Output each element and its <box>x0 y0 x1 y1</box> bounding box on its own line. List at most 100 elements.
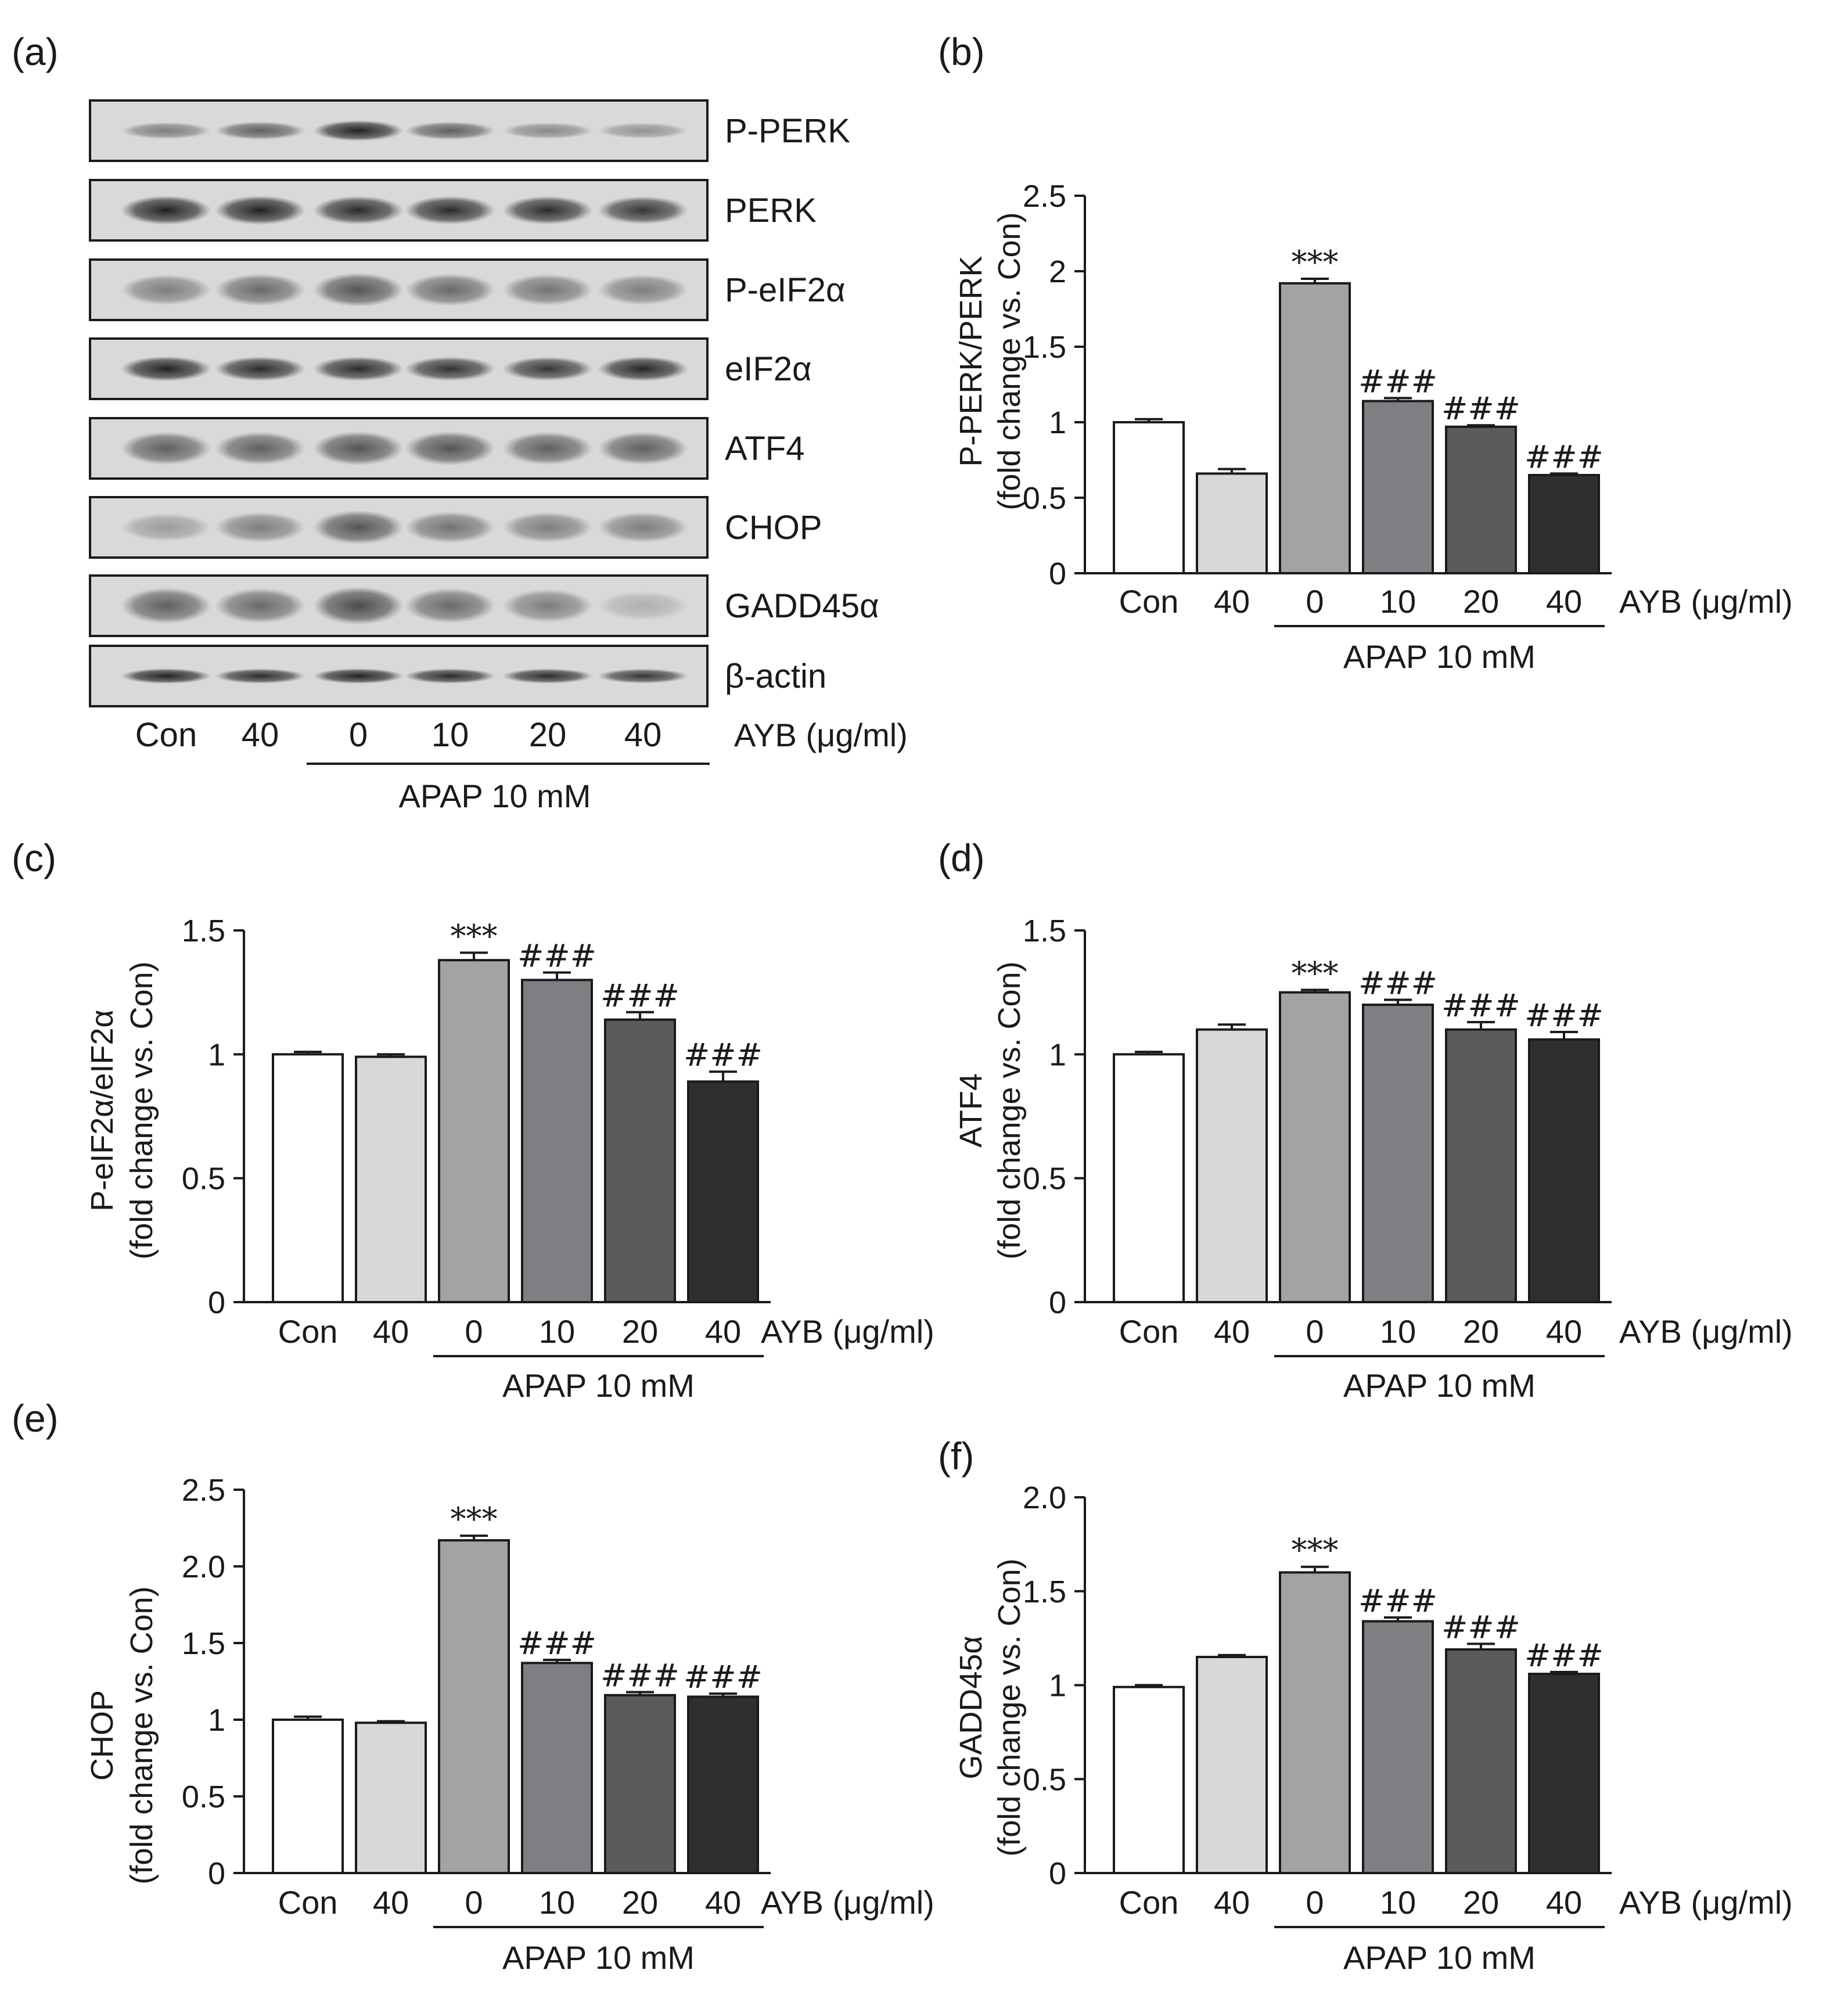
blot-band <box>313 510 404 545</box>
panel-b-ylabel-1: P-PERK/PERK <box>954 256 988 466</box>
y-tick-label: 1 <box>208 1703 225 1738</box>
panel-f-ylabel-1: GADD45α <box>954 1635 988 1779</box>
bar <box>1362 1004 1434 1303</box>
panel-e-ylabel-2: (fold change vs. Con) <box>124 1586 159 1884</box>
blot-band <box>215 512 305 543</box>
lane-label: 20 <box>529 716 567 754</box>
x-category-label: 40 <box>705 1313 741 1350</box>
blot-band <box>502 589 593 623</box>
y-tick-label: 0 <box>1049 556 1066 591</box>
x-category-label: 20 <box>1463 1884 1499 1921</box>
panel-d-letter: (d) <box>938 836 985 879</box>
y-tick-label: 1.5 <box>182 1626 225 1661</box>
x-category-label: 0 <box>465 1313 483 1350</box>
x-unit-label: AYB (μg/ml) <box>1619 1313 1793 1350</box>
y-tick-label: 1.5 <box>182 914 225 948</box>
panel-c-ylabel-2: (fold change vs. Con) <box>124 961 159 1259</box>
blot-band <box>313 668 404 684</box>
panel-a-western-blot: (a) P-PERK PERK P-eIF2α eIF2α ATF4 CHOP GADD45… <box>12 30 908 814</box>
bar <box>604 1694 676 1874</box>
x-category-label: 20 <box>622 1313 658 1350</box>
bar <box>355 1055 427 1303</box>
bar <box>438 1539 510 1875</box>
significance-label: ### <box>1525 438 1603 475</box>
significance-label: ### <box>684 1659 763 1695</box>
x-category-label: 0 <box>1306 1884 1324 1921</box>
blot-band <box>598 668 688 684</box>
treatment-label: APAP 10 mM <box>1343 1939 1536 1976</box>
panel-a-unit-label: AYB (μg/ml) <box>734 717 908 753</box>
x-category-label: Con <box>278 1884 338 1921</box>
bar <box>1113 1685 1185 1875</box>
y-tick-label: 1.5 <box>1023 330 1066 365</box>
bar <box>1528 1038 1600 1303</box>
lane-label: 40 <box>242 716 279 754</box>
panel-b-chart: (b) P-PERK/PERK (fold change vs. Con) 0 0… <box>938 30 1793 675</box>
x-category-label: 10 <box>1380 1884 1416 1921</box>
significance-label: *** <box>1292 1532 1339 1569</box>
blot-band <box>502 122 593 139</box>
x-category-label: 0 <box>465 1884 483 1921</box>
blot-band <box>121 432 211 465</box>
bar <box>604 1018 676 1303</box>
significance-label: *** <box>451 1501 498 1537</box>
bar <box>438 959 510 1303</box>
blot-band <box>598 123 688 139</box>
lane-label: Con <box>135 716 197 754</box>
y-tick-label: 2.0 <box>182 1550 225 1584</box>
x-category-label: Con <box>1119 583 1179 620</box>
blot-band <box>215 432 305 465</box>
blot-band <box>121 274 211 305</box>
bar <box>1528 1673 1600 1875</box>
panel-f-letter: (f) <box>938 1435 974 1478</box>
lane-label: 10 <box>432 716 469 754</box>
y-tick-label: 0 <box>1049 1285 1066 1320</box>
y-tick-label: 2.0 <box>1023 1480 1066 1515</box>
x-category-label: Con <box>278 1313 338 1350</box>
blot-band <box>405 121 495 140</box>
bar <box>1279 991 1351 1303</box>
y-tick-label: 0 <box>1049 1856 1066 1891</box>
y-tick-label: 0.5 <box>1023 1762 1066 1797</box>
blot-band <box>598 196 688 225</box>
significance-label: ### <box>1358 1583 1437 1619</box>
y-tick-label: 0 <box>208 1856 225 1891</box>
bar <box>521 979 593 1304</box>
blot-band <box>405 431 495 466</box>
blot-band <box>313 431 404 466</box>
blot-band <box>502 668 593 684</box>
blot-band <box>121 122 211 139</box>
x-category-label: 20 <box>1463 583 1499 620</box>
panel-a-treatment-label: APAP 10 mM <box>399 778 591 814</box>
significance-label: ### <box>1358 965 1437 1001</box>
lane-label: 0 <box>349 716 368 754</box>
blot-band <box>215 274 305 306</box>
x-category-label: 10 <box>1380 1313 1416 1350</box>
y-tick-label: 1 <box>1049 1669 1066 1703</box>
blot-band <box>405 196 495 225</box>
blot-band <box>598 512 688 543</box>
blot-band <box>215 121 305 140</box>
panel-f-chart: (f) GADD45α (fold change vs. Con) 0 0.5 1 1… <box>938 1435 1793 1976</box>
significance-label: ### <box>1441 390 1520 427</box>
blot-label: eIF2α <box>725 350 812 388</box>
x-unit-label: AYB (μg/ml) <box>1619 583 1793 620</box>
blot-label: PERK <box>725 192 817 229</box>
treatment-label: APAP 10 mM <box>502 1939 695 1976</box>
bar <box>1362 1620 1434 1874</box>
bar <box>687 1080 759 1304</box>
blot-band <box>598 591 688 620</box>
blot-band <box>215 356 305 382</box>
bar <box>1528 474 1600 574</box>
x-category-label: 20 <box>1463 1313 1499 1350</box>
bar <box>1113 1053 1185 1304</box>
panel-e-letter: (e) <box>12 1397 59 1440</box>
significance-label: ### <box>601 977 679 1014</box>
blot-band <box>313 196 404 225</box>
x-category-label: 40 <box>1546 1313 1582 1350</box>
y-tick-label: 2.5 <box>1023 179 1066 214</box>
significance-label: ### <box>1441 987 1520 1024</box>
x-unit-label: AYB (μg/ml) <box>761 1884 934 1921</box>
blot-band <box>405 668 495 684</box>
bar <box>272 1053 344 1304</box>
